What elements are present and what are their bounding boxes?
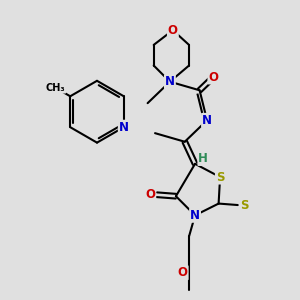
Text: N: N <box>165 75 175 88</box>
Text: S: S <box>240 199 248 212</box>
Text: H: H <box>198 152 208 165</box>
Text: N: N <box>119 121 129 134</box>
Text: N: N <box>190 209 200 222</box>
Text: O: O <box>208 70 218 83</box>
Text: O: O <box>178 266 188 279</box>
Text: N: N <box>202 114 212 127</box>
Text: CH₃: CH₃ <box>46 83 65 93</box>
Text: O: O <box>168 24 178 37</box>
Text: O: O <box>145 188 155 201</box>
Text: S: S <box>216 171 224 184</box>
